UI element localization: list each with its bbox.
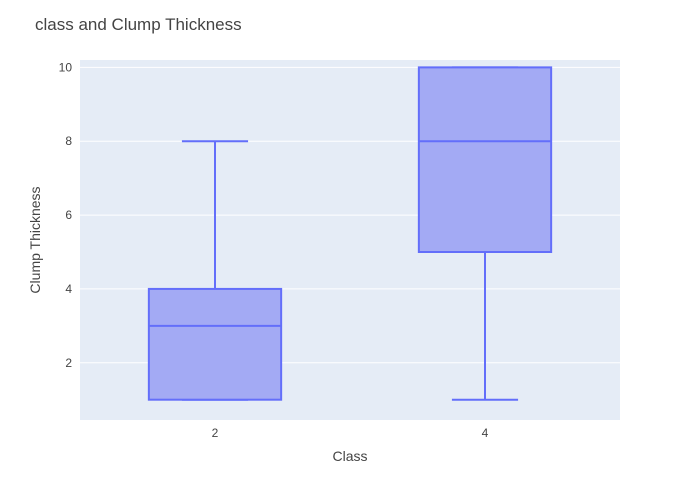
y-axis-ticks: 2 4 6 8 10 bbox=[59, 60, 73, 369]
y-axis-title: Clump Thickness bbox=[27, 186, 43, 293]
box-2 bbox=[147, 140, 283, 401]
x-tick-label: 4 bbox=[482, 426, 489, 440]
y-tick-label: 4 bbox=[65, 282, 72, 296]
iqr-box bbox=[147, 287, 283, 401]
chart-title: class and Clump Thickness bbox=[35, 15, 242, 34]
y-tick-label: 10 bbox=[59, 60, 73, 74]
x-axis-title: Class bbox=[332, 448, 367, 464]
box-4 bbox=[417, 66, 553, 401]
y-tick-label: 6 bbox=[65, 208, 72, 222]
x-tick-label: 2 bbox=[212, 426, 219, 440]
boxes bbox=[147, 66, 553, 401]
y-tick-label: 8 bbox=[65, 134, 72, 148]
iqr-box bbox=[417, 66, 553, 253]
y-tick-label: 2 bbox=[65, 356, 72, 370]
